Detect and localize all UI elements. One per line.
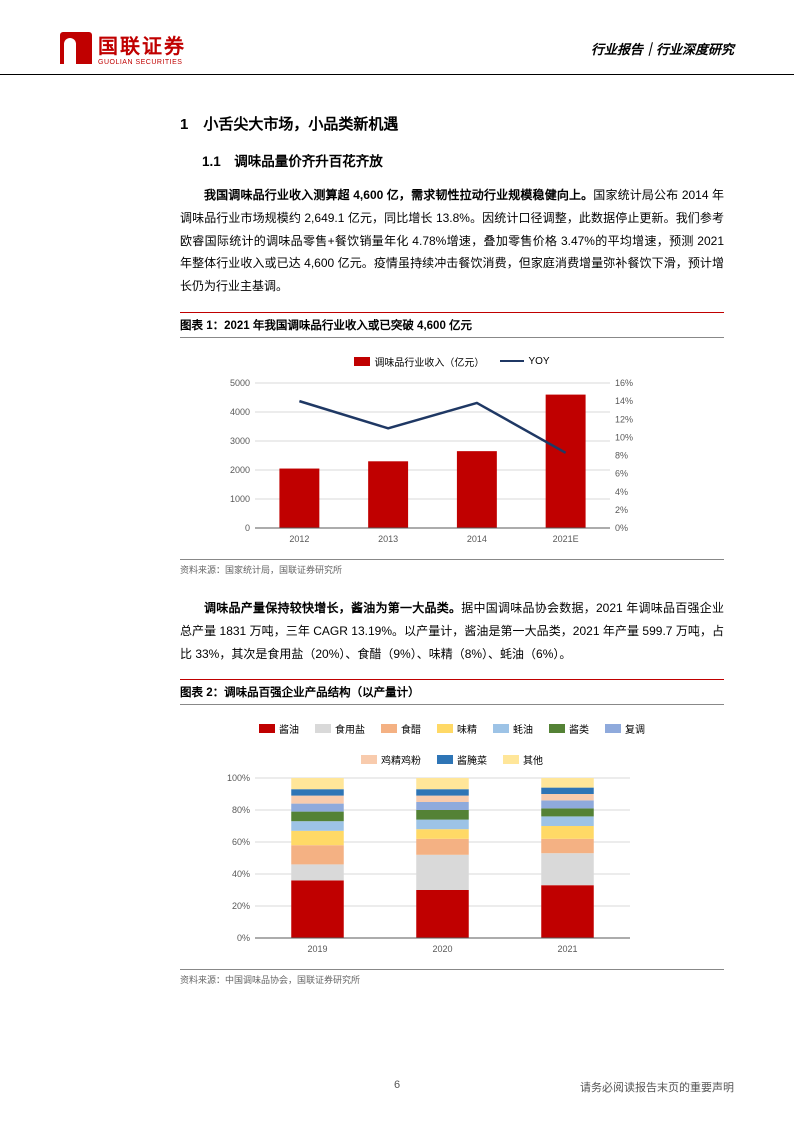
page-footer: 6 请务必阅读报告末页的重要声明 [0, 1079, 794, 1095]
chart1-source: 资料来源：国家统计局，国联证券研究所 [180, 559, 724, 579]
chart1-legend: 调味品行业收入（亿元） YOY [210, 354, 694, 369]
svg-text:2014: 2014 [467, 534, 487, 544]
svg-text:4%: 4% [615, 487, 628, 497]
main-content: 1 小舌尖大市场，小品类新机遇 1.1 调味品量价齐升百花齐放 我国调味品行业收… [0, 75, 794, 989]
disclaimer: 请务必阅读报告末页的重要声明 [580, 1079, 734, 1095]
svg-text:2%: 2% [615, 505, 628, 515]
svg-text:2021E: 2021E [553, 534, 579, 544]
section-heading: 1 小舌尖大市场，小品类新机遇 [180, 113, 724, 134]
svg-text:12%: 12% [615, 414, 633, 424]
svg-text:0: 0 [245, 523, 250, 533]
svg-text:3000: 3000 [230, 436, 250, 446]
company-name: 国联证券 [98, 30, 186, 59]
svg-text:2013: 2013 [378, 534, 398, 544]
svg-text:10%: 10% [615, 432, 633, 442]
svg-text:4000: 4000 [230, 407, 250, 417]
svg-text:2020: 2020 [432, 944, 452, 954]
svg-text:2012: 2012 [289, 534, 309, 544]
svg-text:2019: 2019 [307, 944, 327, 954]
doc-type: 行业报告｜行业深度研究 [591, 39, 734, 58]
company-subtitle: GUOLIAN SECURITIES [98, 59, 186, 66]
svg-text:80%: 80% [232, 805, 250, 815]
svg-text:40%: 40% [232, 869, 250, 879]
svg-text:0%: 0% [237, 933, 250, 943]
paragraph-2: 调味品产量保持较快增长，酱油为第一大品类。据中国调味品协会数据，2021 年调味… [180, 597, 724, 665]
page-header: 国联证券 GUOLIAN SECURITIES 行业报告｜行业深度研究 [0, 0, 794, 75]
page-number: 6 [394, 1079, 400, 1091]
svg-text:0%: 0% [615, 523, 628, 533]
chart1-title: 图表 1：2021 年我国调味品行业收入或已突破 4,600 亿元 [180, 312, 724, 338]
company-logo: 国联证券 GUOLIAN SECURITIES [60, 30, 186, 66]
chart2-source: 资料来源：中国调味品协会，国联证券研究所 [180, 969, 724, 989]
svg-text:1000: 1000 [230, 494, 250, 504]
chart2-title: 图表 2：调味品百强企业产品结构（以产量计） [180, 679, 724, 705]
paragraph-1: 我国调味品行业收入测算超 4,600 亿，需求韧性拉动行业规模稳健向上。国家统计… [180, 184, 724, 298]
svg-text:14%: 14% [615, 396, 633, 406]
svg-text:20%: 20% [232, 901, 250, 911]
svg-text:100%: 100% [227, 773, 250, 783]
chart2-legend: 酱油食用盐食醋味精蚝油酱类复调鸡精鸡粉酱腌菜其他 [242, 721, 662, 767]
chart2: 酱油食用盐食醋味精蚝油酱类复调鸡精鸡粉酱腌菜其他 0% 20% 40% 60% 80% 1… [180, 715, 724, 969]
chart1: 调味品行业收入（亿元） YOY 0 1000 2000 3000 4000 5000 0% 2… [180, 348, 724, 559]
chart1-svg: 0 1000 2000 3000 4000 5000 0% 2% 4% 6% 8% 10% 12% 14%… [210, 373, 650, 553]
svg-text:60%: 60% [232, 837, 250, 847]
svg-text:2000: 2000 [230, 465, 250, 475]
logo-icon [60, 32, 92, 64]
svg-text:2021: 2021 [557, 944, 577, 954]
svg-text:8%: 8% [615, 450, 628, 460]
svg-text:5000: 5000 [230, 378, 250, 388]
svg-text:16%: 16% [615, 378, 633, 388]
svg-text:6%: 6% [615, 469, 628, 479]
subsection-heading: 1.1 调味品量价齐升百花齐放 [202, 150, 724, 170]
chart2-svg: 0% 20% 40% 60% 80% 100% 2019 2020 2021 [210, 773, 650, 963]
